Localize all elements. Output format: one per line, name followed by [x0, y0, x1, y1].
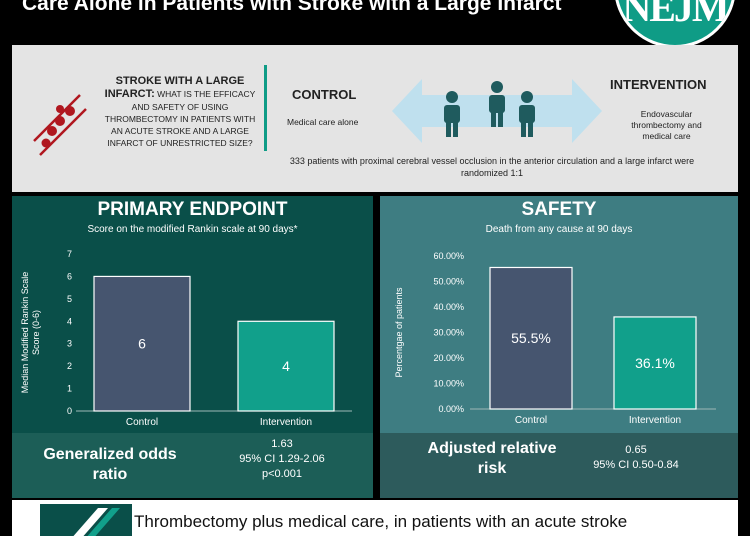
safety-panel: SAFETY Death from any cause at 90 days 0… [380, 196, 738, 498]
y-tick-label: 5 [67, 294, 72, 304]
y-tick-label: 20.00% [433, 353, 464, 363]
safety-stat-value: 0.65 [625, 444, 647, 456]
data-label: 6 [138, 336, 146, 352]
x-tick-label: Intervention [629, 415, 681, 426]
y-tick-label: 4 [67, 316, 72, 326]
primary-bar-chart: 0 1 2 3 4 5 6 7 Median Modified Rankin ScaleScor… [20, 249, 352, 428]
y-tick-label: 10.00% [433, 379, 464, 389]
safety-stat-label: Adjusted relative risk [427, 440, 557, 477]
y-tick-label: 7 [67, 249, 72, 259]
safety-title: SAFETY [521, 199, 597, 220]
question-body: WHAT IS THE EFFICACY AND SAFETY OF USING… [104, 89, 256, 148]
y-tick-label: 0.00% [438, 404, 464, 414]
primary-stat-label: Generalized odds ratio [43, 446, 177, 483]
title-bar: Care Alone in Patients with Stroke with … [0, 0, 750, 48]
bar-control [93, 275, 191, 412]
page-title: Care Alone in Patients with Stroke with … [22, 0, 562, 15]
y-tick-label: 60.00% [433, 251, 464, 261]
primary-stat-p: p<0.001 [261, 468, 303, 480]
journal-logo: NEJM [614, 0, 736, 48]
safety-bar-chart: 0.00% 10.00% 20.00% 30.00% 40.00% 50.00% 60.00… [394, 251, 716, 426]
y-tick-label: 3 [67, 339, 72, 349]
y-tick-label: 1 [67, 384, 72, 394]
y-tick-label: 30.00% [433, 328, 464, 338]
primary-title: PRIMARY ENDPOINT [97, 199, 288, 220]
data-label: 55.5% [511, 330, 551, 346]
x-tick-label: Control [126, 417, 158, 428]
intervention-heading: INTERVENTION [610, 77, 707, 92]
question-heading: STROKE WITH A LARGE INFARCT: [104, 75, 245, 100]
divider [264, 65, 267, 151]
study-design-panel: STROKE WITH A LARGE INFARCT: WHAT IS THE… [12, 45, 738, 192]
intervention-description: Endovascular thrombectomy and medical ca… [631, 109, 702, 141]
primary-stat-box: Generalized odds ratio 1.63 95% CI 1.29-… [12, 433, 373, 498]
bar-control [489, 266, 573, 410]
primary-stat-ci: 95% CI 1.29-2.06 [239, 453, 325, 465]
y-tick-label: 2 [67, 361, 72, 371]
safety-stat-box: Adjusted relative risk 0.65 95% CI 0.50-… [380, 433, 738, 498]
randomization-arrow-icon [392, 79, 602, 143]
x-tick-label: Intervention [260, 417, 312, 428]
x-tick-label: Control [515, 415, 547, 426]
data-label: 4 [282, 358, 290, 374]
y-tick-label: 6 [67, 271, 72, 281]
bar-intervention [613, 316, 697, 410]
y-axis-label: Median Modified Rankin ScaleScore (0-6) [20, 272, 41, 394]
safety-stat-ci: 95% CI 0.50-0.84 [593, 459, 679, 471]
infarct-icon [33, 94, 87, 156]
y-tick-label: 0 [67, 406, 72, 416]
primary-stat-value: 1.63 [271, 438, 293, 450]
conclusion-text: Thrombectomy plus medical care, in patie… [134, 512, 628, 531]
control-heading: CONTROL [292, 87, 357, 102]
y-tick-label: 40.00% [433, 302, 464, 312]
primary-endpoint-panel: PRIMARY ENDPOINT Score on the modified R… [12, 196, 373, 498]
thrombectomy-icon [40, 504, 132, 536]
conclusion-footer: Thrombectomy plus medical care, in patie… [12, 500, 738, 536]
y-tick-label: 50.00% [433, 277, 464, 287]
primary-subtitle: Score on the modified Rankin scale at 90… [87, 224, 298, 235]
logo-text: NEJM [622, 0, 729, 30]
data-label: 36.1% [635, 355, 675, 371]
enrollment-text: 333 patients with proximal cerebral vess… [289, 156, 695, 178]
patients-icon [444, 81, 535, 137]
safety-subtitle: Death from any cause at 90 days [485, 224, 633, 235]
study-question: STROKE WITH A LARGE INFARCT: WHAT IS THE… [100, 75, 260, 149]
control-description: Medical care alone [287, 117, 359, 127]
bar-intervention [237, 320, 335, 412]
y-axis-label: Percentgae of patients [394, 287, 404, 378]
